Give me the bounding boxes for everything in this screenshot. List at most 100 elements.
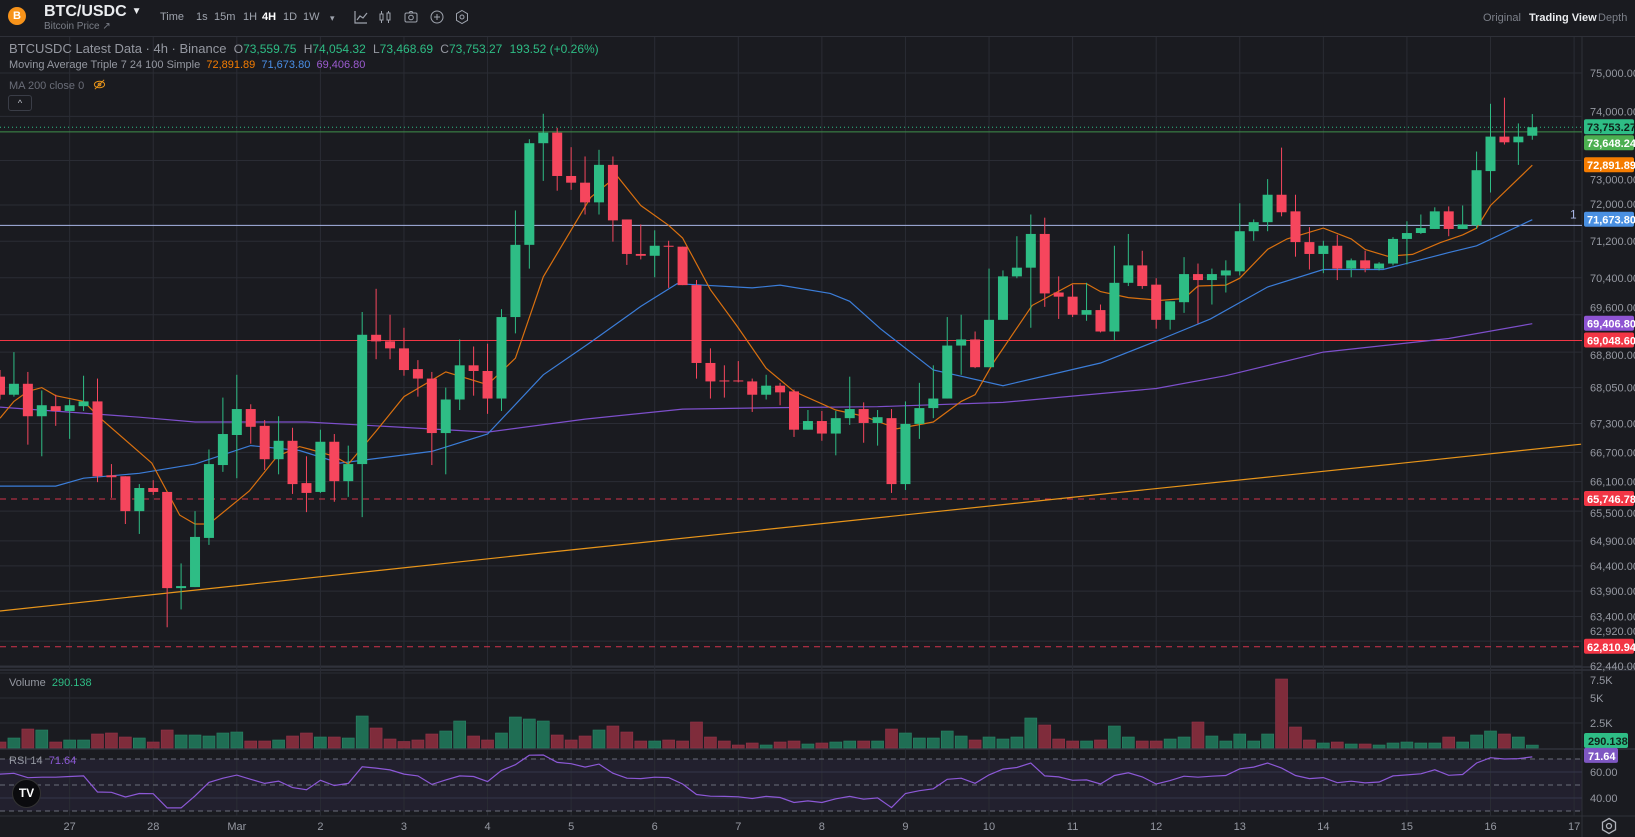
legend-ma-triple[interactable]: Moving Average Triple 7 24 100 Simple 72… bbox=[9, 59, 365, 71]
candle-body bbox=[1151, 284, 1162, 320]
candle-body bbox=[412, 369, 423, 379]
candle bbox=[190, 511, 201, 588]
close-value: 73,753.27 bbox=[448, 42, 503, 56]
candle-body bbox=[426, 378, 437, 434]
candle-body bbox=[190, 536, 201, 588]
volume-bar bbox=[690, 721, 703, 749]
symbol-selector[interactable]: BTC/USDC ▼ bbox=[44, 3, 142, 21]
volume-bar bbox=[1024, 717, 1038, 749]
add-icon[interactable] bbox=[429, 9, 445, 25]
candle-body bbox=[816, 421, 827, 434]
candle bbox=[872, 410, 883, 446]
volume-bar bbox=[801, 743, 815, 749]
tradingview-logo[interactable]: TV bbox=[12, 779, 41, 808]
open-value: 73,559.75 bbox=[243, 42, 297, 56]
candle bbox=[1151, 278, 1162, 329]
candle-body bbox=[1109, 282, 1120, 332]
volume-bar bbox=[968, 739, 982, 749]
candle-body bbox=[329, 441, 340, 482]
candle-body bbox=[162, 491, 173, 589]
volume-bar bbox=[1275, 678, 1288, 749]
candle-body bbox=[1332, 245, 1343, 269]
candle bbox=[1290, 194, 1301, 257]
price-axis-label: 64,900.00 bbox=[1590, 536, 1635, 548]
more-timeframes-button[interactable]: ▾ bbox=[330, 13, 335, 23]
settings-hex-icon[interactable] bbox=[454, 9, 470, 25]
candle bbox=[719, 365, 730, 398]
x-axis-label: 12 bbox=[1150, 821, 1162, 833]
candle-body bbox=[914, 408, 925, 424]
candle-body bbox=[454, 365, 465, 400]
candle bbox=[900, 401, 911, 490]
x-axis-label: 15 bbox=[1401, 821, 1413, 833]
tab-1h[interactable]: 1H bbox=[243, 11, 258, 23]
candle-body bbox=[343, 464, 354, 482]
candle-body bbox=[1304, 242, 1315, 254]
symbol-subtitle-link[interactable]: Bitcoin Price ↗ bbox=[44, 21, 111, 32]
candle bbox=[1485, 103, 1496, 193]
price-axis-label: 65,500.00 bbox=[1590, 508, 1635, 520]
candle-type-icon[interactable] bbox=[377, 9, 393, 25]
tab-15m[interactable]: 15m bbox=[214, 11, 236, 23]
volume-bar bbox=[606, 725, 620, 749]
indicator-icon[interactable] bbox=[353, 9, 369, 25]
volume-bar bbox=[1344, 743, 1358, 749]
tab-1d[interactable]: 1D bbox=[283, 11, 298, 23]
candle bbox=[398, 327, 409, 376]
chart-settings-icon[interactable] bbox=[1600, 817, 1618, 835]
legend-ma200[interactable]: MA 200 close 0 bbox=[9, 78, 106, 92]
candle-body bbox=[496, 317, 507, 399]
x-axis-label: 2 bbox=[317, 821, 323, 833]
volume-bar bbox=[982, 736, 996, 749]
tab-1s[interactable]: 1s bbox=[196, 11, 208, 23]
candle-body bbox=[691, 285, 702, 363]
candle-body bbox=[593, 164, 604, 203]
volume-bar bbox=[1122, 736, 1135, 749]
x-axis-label: 27 bbox=[64, 821, 76, 833]
price-tag-label: 69,406.80 bbox=[1587, 319, 1635, 331]
candle bbox=[245, 404, 256, 444]
candle-body bbox=[1011, 267, 1022, 277]
collapse-legend-button[interactable]: ^ bbox=[8, 95, 32, 111]
candle bbox=[64, 399, 75, 439]
candle bbox=[1401, 221, 1412, 265]
candle bbox=[747, 378, 758, 412]
volume-bar bbox=[996, 738, 1010, 749]
candle-body bbox=[148, 488, 159, 492]
candle-body bbox=[663, 245, 674, 247]
view-depth[interactable]: Depth bbox=[1598, 12, 1628, 24]
candle bbox=[1165, 301, 1176, 330]
candle bbox=[1415, 214, 1426, 234]
eye-off-icon[interactable] bbox=[93, 78, 106, 91]
candle bbox=[315, 429, 326, 493]
rsi-line bbox=[0, 754, 1533, 809]
volume-bar bbox=[1358, 743, 1372, 749]
rsi-value: 71.64 bbox=[48, 755, 77, 767]
camera-icon[interactable] bbox=[403, 9, 419, 25]
candle bbox=[106, 464, 117, 498]
volume-bar bbox=[843, 740, 857, 749]
volume-bar bbox=[648, 740, 662, 749]
view-original[interactable]: Original bbox=[1483, 12, 1521, 24]
candle bbox=[1025, 214, 1036, 328]
price-tag bbox=[1584, 315, 1634, 331]
volume-bar bbox=[21, 728, 35, 749]
volume-bar bbox=[1233, 733, 1247, 749]
candle-body bbox=[1401, 233, 1412, 239]
candle-body bbox=[203, 464, 214, 538]
tab-time[interactable]: Time bbox=[160, 11, 185, 23]
view-trading-view[interactable]: Trading View bbox=[1529, 12, 1597, 24]
candle-body bbox=[942, 345, 953, 399]
candle bbox=[1332, 234, 1343, 281]
tab-1w[interactable]: 1W bbox=[303, 11, 320, 23]
candle bbox=[371, 288, 382, 360]
volume-axis-label: 2.5K bbox=[1590, 718, 1613, 730]
volume-tag bbox=[1584, 733, 1628, 748]
candle-body bbox=[92, 401, 103, 477]
candle-body bbox=[385, 341, 396, 349]
candle-body bbox=[705, 362, 716, 382]
symbol-name: BTC/USDC bbox=[44, 3, 127, 20]
tab-4h[interactable]: 4H bbox=[262, 11, 277, 23]
candle bbox=[92, 378, 103, 483]
